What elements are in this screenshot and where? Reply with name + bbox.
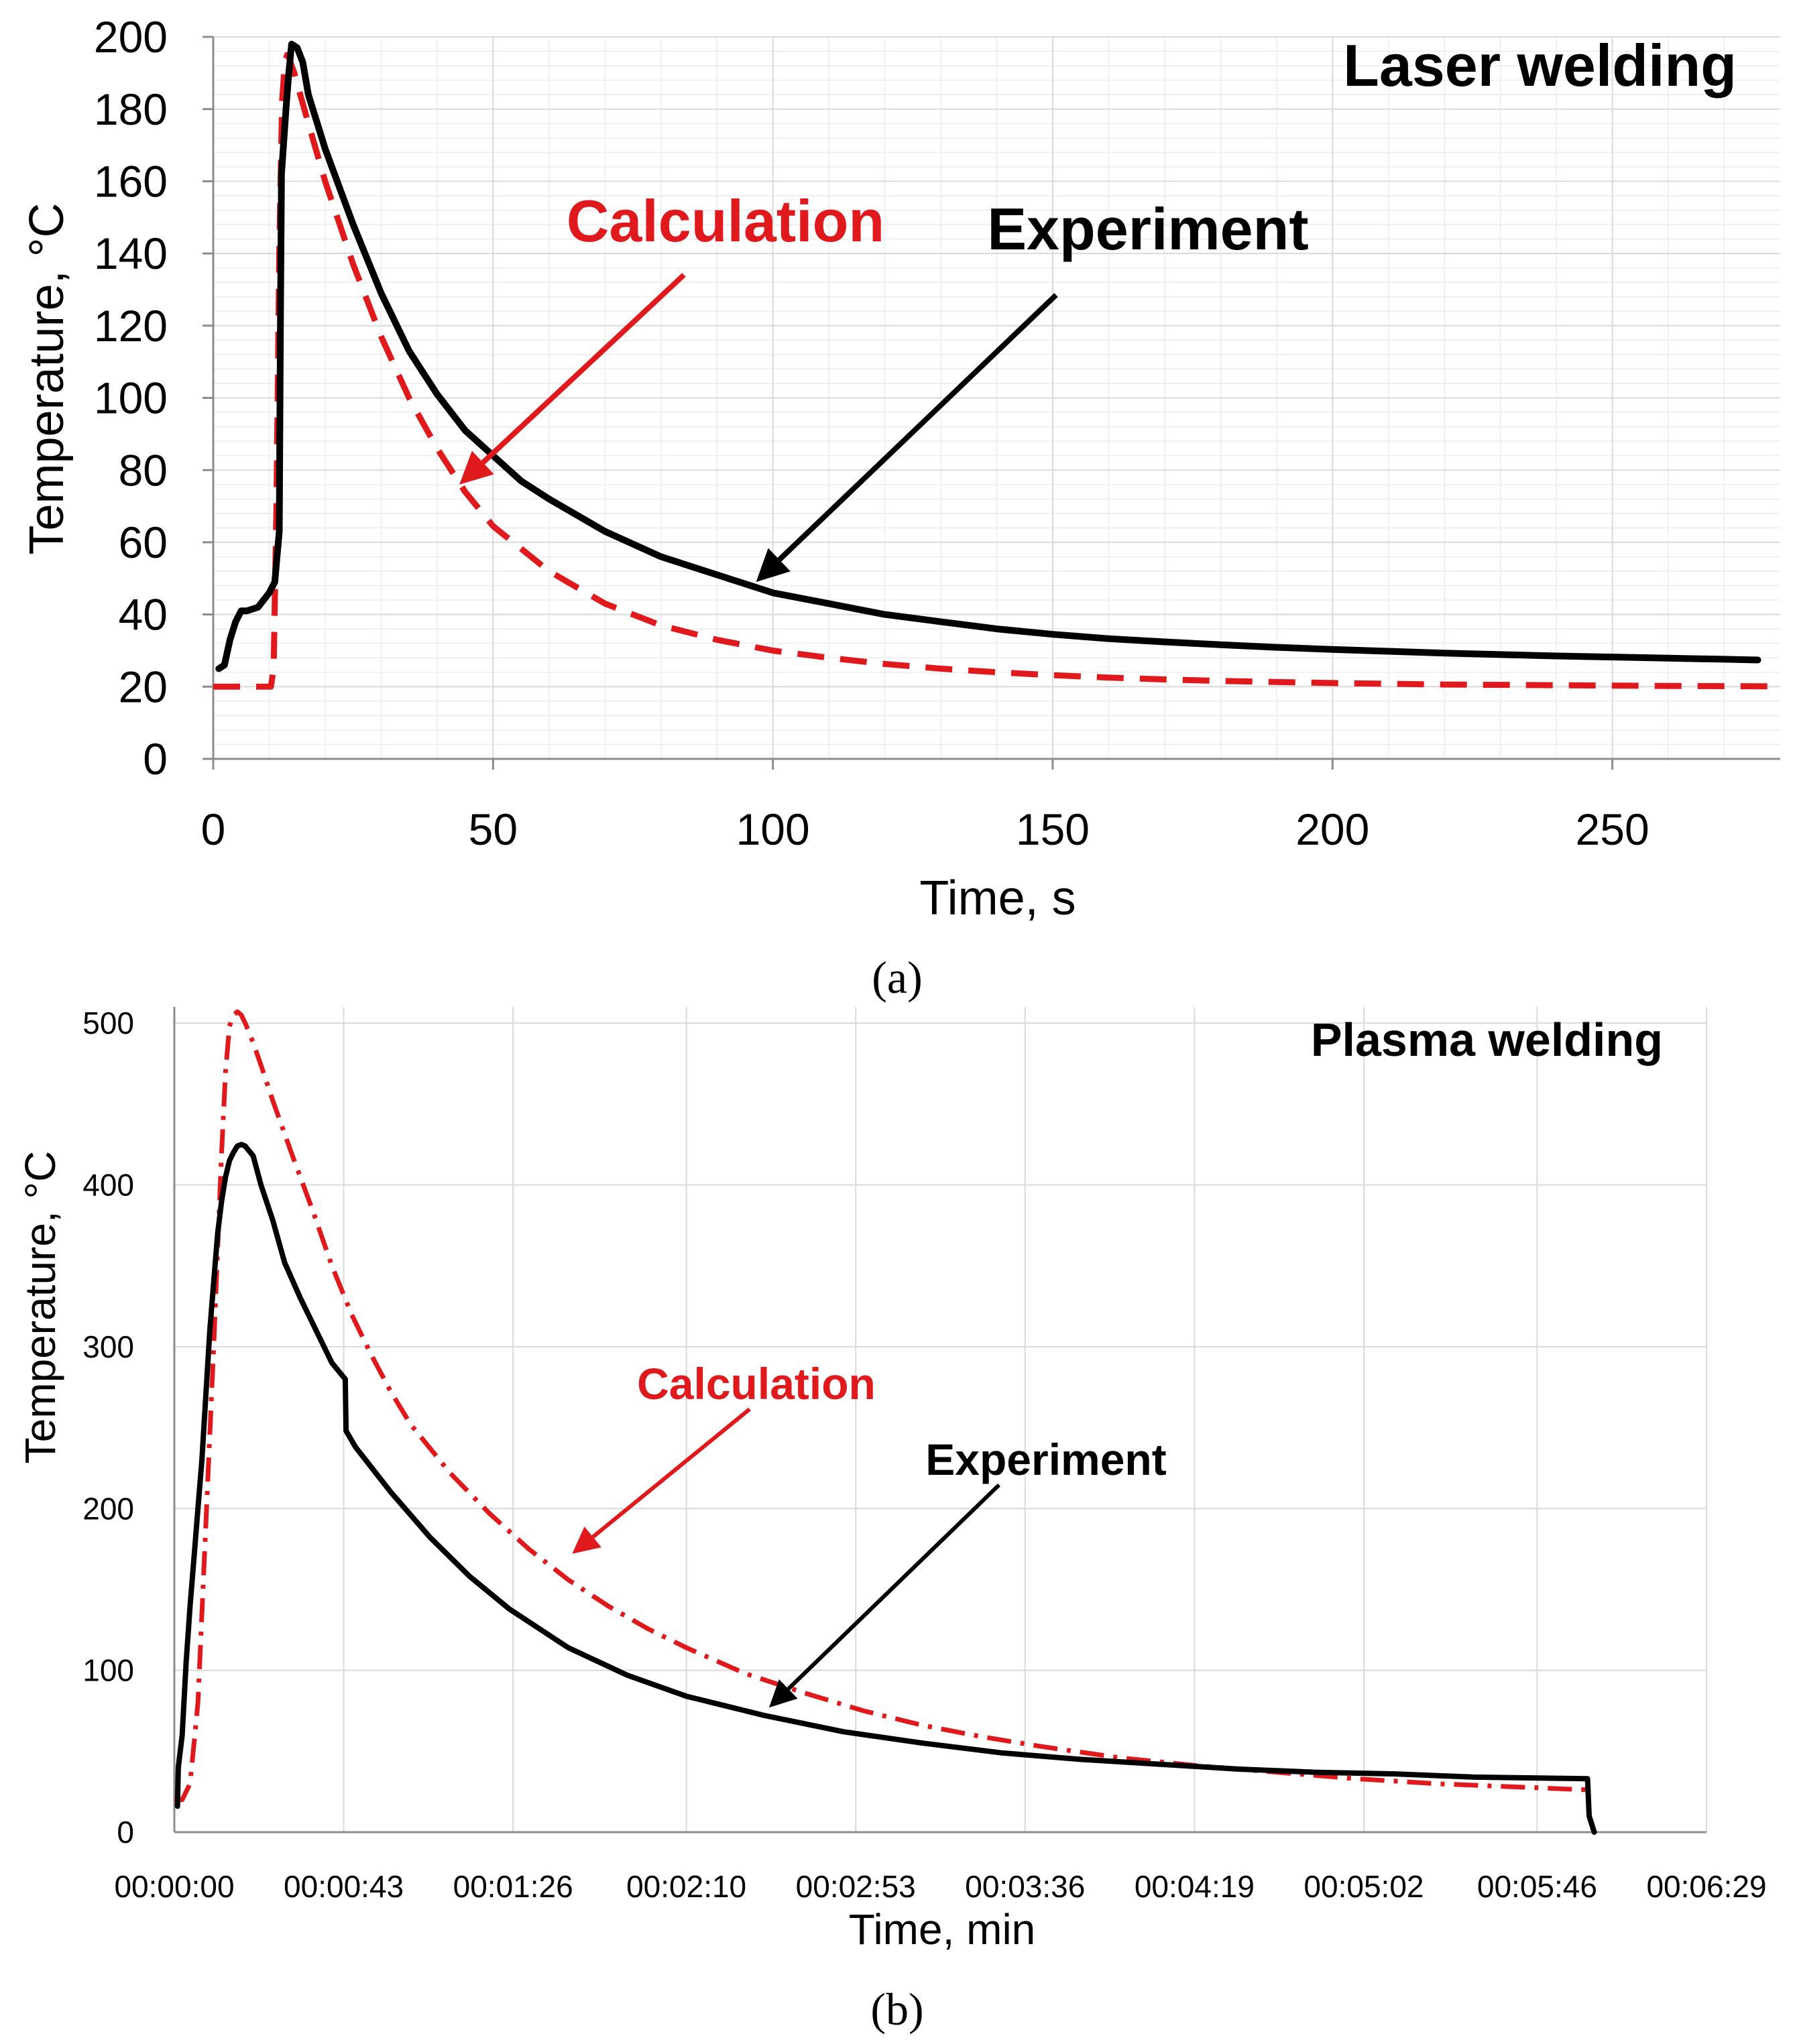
- annotation-calculation-a: Calculation: [567, 188, 884, 254]
- y-tick-label: 400: [82, 1168, 134, 1203]
- x-tick-labels-b: 00:00:00 00:00:43 00:01:26 00:02:10 00:02:53…: [114, 1869, 1766, 1904]
- y-tick-label: 300: [82, 1329, 134, 1364]
- x-axis-label-b: Time, min: [849, 1905, 1036, 1953]
- series-lines-b: [174, 1009, 1597, 1835]
- x-axis-label-a: Time, s: [919, 871, 1076, 925]
- annotation-experiment-b: Experiment: [925, 1435, 1166, 1484]
- y-tick-label: 20: [119, 662, 168, 711]
- x-tick-label: 250: [1576, 804, 1649, 854]
- grid-a: [213, 36, 1780, 759]
- annotation-arrows-b: [572, 1407, 1001, 1708]
- y-tick-label: 0: [143, 734, 168, 784]
- x-tick-label: 00:02:10: [626, 1869, 746, 1904]
- annotation-arrow-shaft: [481, 273, 686, 465]
- annotation-arrow-shaft: [591, 1407, 751, 1539]
- annotation-calculation-b: Calculation: [637, 1359, 876, 1408]
- chart-title-b: Plasma welding: [1311, 1014, 1663, 1066]
- y-tick-label: 160: [94, 157, 168, 206]
- x-tick-label: 00:04:19: [1135, 1869, 1255, 1904]
- chart-title-a: Laser welding: [1343, 32, 1737, 99]
- annotation-arrow-head: [459, 450, 494, 485]
- x-tick-label: 00:05:02: [1304, 1869, 1424, 1904]
- series-line-calculation: [213, 52, 1781, 690]
- x-tick-label: 00:02:53: [796, 1869, 916, 1904]
- x-tick-label: 00:05:46: [1477, 1869, 1597, 1904]
- y-tick-label: 100: [94, 373, 168, 423]
- y-axis-label-a: Temperature, °C: [20, 203, 74, 555]
- y-tick-label: 0: [117, 1815, 134, 1850]
- x-tick-label: 00:03:36: [965, 1869, 1085, 1904]
- x-tick-label: 0: [201, 804, 226, 854]
- series-line-calculation: [174, 1009, 1593, 1803]
- axes-b: [173, 1007, 1706, 1833]
- panel-label-a: (a): [872, 952, 922, 1003]
- x-tick-labels-a: 0 50 100 150 200 250: [201, 804, 1649, 854]
- series-lines-a: [213, 40, 1781, 690]
- annotation-arrow-head: [572, 1526, 601, 1554]
- chart-laser-welding: 0 20 40 60 80 100 120 140 160 180 200 0 50 100 150 200…: [20, 12, 1781, 1003]
- annotation-arrow-shaft: [777, 293, 1058, 562]
- x-tick-label: 200: [1295, 804, 1369, 854]
- x-tick-label: 00:06:29: [1646, 1869, 1766, 1904]
- y-tick-labels-b: 0 100 200 300 400 500: [82, 1006, 134, 1850]
- y-axis-label-b: Temperature, °C: [16, 1151, 64, 1464]
- annotation-arrow-head: [756, 548, 791, 583]
- y-tick-label: 120: [94, 301, 168, 351]
- x-tick-label: 150: [1016, 804, 1090, 854]
- x-tick-label: 00:00:43: [284, 1869, 404, 1904]
- y-tick-label: 80: [119, 445, 168, 495]
- x-tick-label: 00:00:00: [114, 1869, 234, 1904]
- x-tick-label: 00:01:26: [453, 1869, 573, 1904]
- axes-a: [202, 36, 1780, 770]
- annotation-arrow-shaft: [787, 1483, 1001, 1691]
- y-tick-label: 60: [119, 518, 168, 567]
- annotation-arrow-head: [769, 1679, 798, 1708]
- y-tick-label: 500: [82, 1006, 134, 1040]
- chart-plasma-welding: 0 100 200 300 400 500 00:00:00 00:00:43 00:01:2…: [16, 1006, 1767, 2035]
- y-tick-label: 200: [94, 12, 168, 62]
- series-line-experiment: [215, 40, 1761, 672]
- x-tick-label: 100: [736, 804, 810, 854]
- y-tick-label: 100: [82, 1653, 134, 1688]
- y-tick-label: 40: [119, 590, 168, 640]
- series-line-experiment: [174, 1142, 1597, 1835]
- annotation-arrows-a: [459, 273, 1058, 583]
- panel-label-b: (b): [870, 1984, 923, 2035]
- y-tick-label: 180: [94, 84, 168, 134]
- annotation-experiment-a: Experiment: [987, 196, 1308, 262]
- y-tick-label: 200: [82, 1491, 134, 1526]
- y-tick-labels-a: 0 20 40 60 80 100 120 140 160 180 200: [94, 12, 168, 784]
- y-tick-label: 140: [94, 229, 168, 278]
- x-tick-label: 50: [469, 804, 518, 854]
